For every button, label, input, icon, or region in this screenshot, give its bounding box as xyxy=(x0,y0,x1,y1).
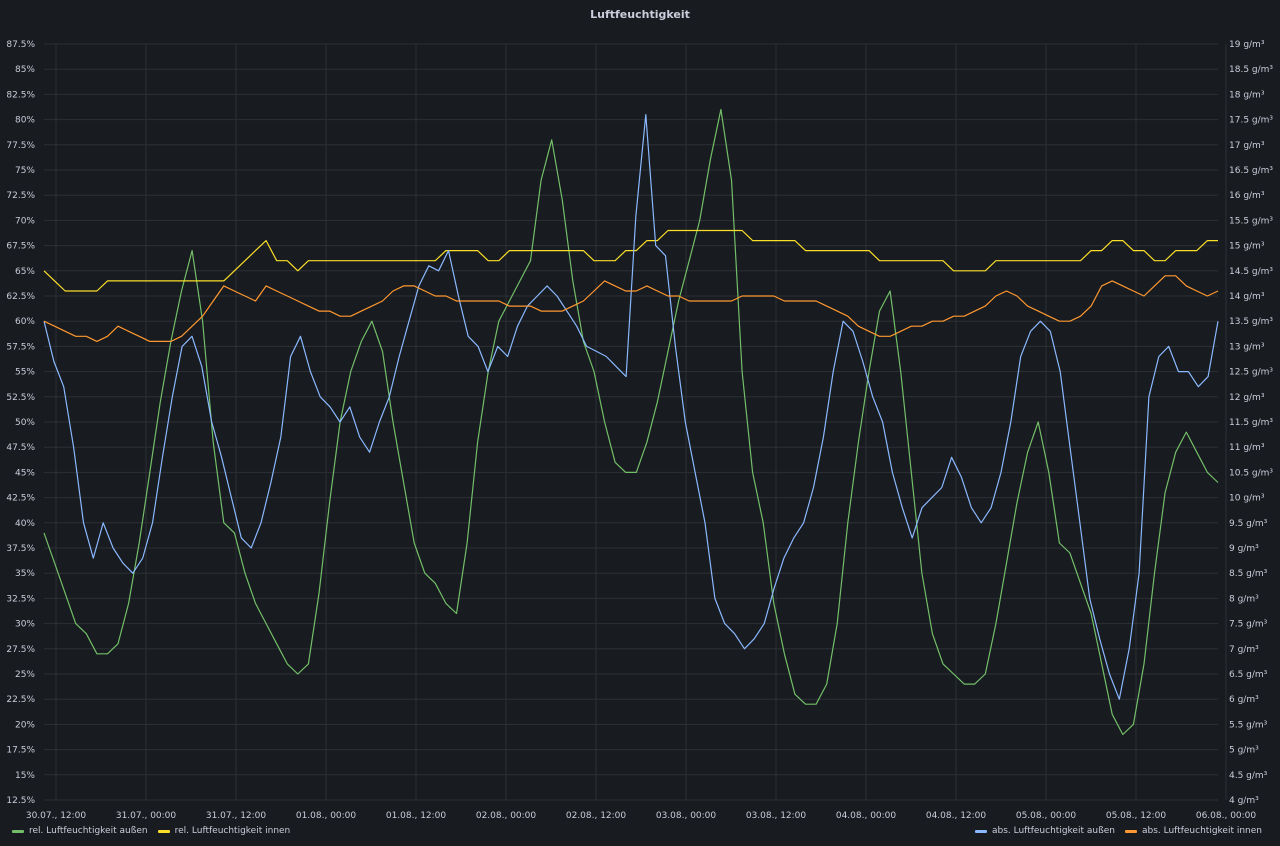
y-left-tick-label: 45% xyxy=(15,468,35,478)
y-right-tick-label: 10.5 g/m³ xyxy=(1229,468,1273,478)
series-line-2 xyxy=(43,114,1219,700)
y-left-tick-label: 65% xyxy=(15,267,35,277)
panel-title: Luftfeuchtigkeit xyxy=(590,8,690,21)
y-left-tick-label: 37.5% xyxy=(6,544,35,554)
y-right-tick-label: 18 g/m³ xyxy=(1229,90,1265,100)
y-left-tick-label: 50% xyxy=(15,418,35,428)
y-left-tick-label: 17.5% xyxy=(6,746,35,756)
y-right-tick-label: 4.5 g/m³ xyxy=(1229,771,1268,781)
legend-swatch xyxy=(157,829,170,833)
y-left-tick-label: 15% xyxy=(15,771,35,781)
y-right-tick-label: 14 g/m³ xyxy=(1229,292,1265,302)
y-left-tick-label: 70% xyxy=(15,216,35,226)
legend-swatch xyxy=(12,829,24,833)
y-left-tick-label: 22.5% xyxy=(6,695,35,705)
legend-item-abs-innen[interactable]: abs. Luftfeuchtigkeit innen xyxy=(1124,826,1262,836)
legend-right: abs. Luftfeuchtigkeit außen abs. Luftfeu… xyxy=(974,826,1262,836)
y-left-tick-label: 20% xyxy=(15,720,35,730)
y-left-tick-label: 12.5% xyxy=(6,796,35,806)
y-left-tick-label: 67.5% xyxy=(6,242,35,252)
legend-swatch xyxy=(1124,829,1137,833)
x-tick-label: 05.08., 00:00 xyxy=(1016,811,1077,821)
legend-swatch xyxy=(974,829,987,833)
x-tick-label: 02.08., 00:00 xyxy=(476,811,537,821)
y-right-tick-label: 6 g/m³ xyxy=(1229,695,1259,705)
y-left-tick-label: 72.5% xyxy=(6,191,35,201)
y-right-tick-label: 12.5 g/m³ xyxy=(1229,368,1273,378)
y-left-tick-label: 80% xyxy=(15,116,35,126)
y-right-tick-label: 17 g/m³ xyxy=(1229,141,1265,151)
y-left-tick-label: 87.5% xyxy=(6,40,35,50)
legend-label: abs. Luftfeuchtigkeit außen xyxy=(991,826,1115,836)
y-left-tick-label: 62.5% xyxy=(6,292,35,302)
y-right-tick-label: 10 g/m³ xyxy=(1229,494,1265,504)
y-right-tick-label: 5.5 g/m³ xyxy=(1229,720,1268,730)
y-right-tick-label: 11 g/m³ xyxy=(1229,443,1265,453)
y-left-tick-label: 77.5% xyxy=(6,141,35,151)
y-left-tick-label: 35% xyxy=(15,569,35,579)
y-right-tick-label: 8.5 g/m³ xyxy=(1229,569,1268,579)
y-right-tick-label: 6.5 g/m³ xyxy=(1229,670,1268,680)
y-right-tick-label: 12 g/m³ xyxy=(1229,393,1265,403)
legend-item-rel-aussen[interactable]: rel. Luftfeuchtigkeit außen xyxy=(12,826,148,836)
x-tick-label: 04.08., 12:00 xyxy=(926,811,987,821)
y-right-tick-label: 9 g/m³ xyxy=(1229,544,1259,554)
x-tick-label: 02.08., 12:00 xyxy=(566,811,627,821)
y-left-tick-label: 30% xyxy=(15,620,35,630)
y-right-tick-label: 9.5 g/m³ xyxy=(1229,519,1268,529)
y-left-tick-label: 60% xyxy=(15,317,35,327)
y-left-tick-label: 82.5% xyxy=(6,90,35,100)
legend-label: abs. Luftfeuchtigkeit innen xyxy=(1141,826,1262,836)
y-right-tick-label: 11.5 g/m³ xyxy=(1229,418,1273,428)
y-left-tick-label: 57.5% xyxy=(6,342,35,352)
x-tick-label: 05.08., 12:00 xyxy=(1106,811,1167,821)
y-left-tick-label: 42.5% xyxy=(6,494,35,504)
legend-label: rel. Luftfeuchtigkeit innen xyxy=(174,826,291,836)
legend-item-abs-aussen[interactable]: abs. Luftfeuchtigkeit außen xyxy=(974,826,1115,836)
series-line-1 xyxy=(43,229,1218,292)
y-right-tick-label: 17.5 g/m³ xyxy=(1229,116,1273,126)
y-right-tick-label: 7.5 g/m³ xyxy=(1229,620,1268,630)
y-left-tick-label: 55% xyxy=(15,368,35,378)
legend-label: rel. Luftfeuchtigkeit außen xyxy=(29,826,148,836)
legend-left: rel. Luftfeuchtigkeit außen rel. Luftfeu… xyxy=(12,826,290,836)
y-left-tick-label: 40% xyxy=(15,519,35,529)
y-right-tick-label: 4 g/m³ xyxy=(1229,796,1259,806)
series-line-0 xyxy=(43,108,1219,736)
y-right-tick-label: 8 g/m³ xyxy=(1229,594,1259,604)
series-line-3 xyxy=(43,275,1219,342)
y-right-tick-label: 19 g/m³ xyxy=(1229,40,1265,50)
y-right-tick-label: 16 g/m³ xyxy=(1229,191,1265,201)
y-right-tick-label: 16.5 g/m³ xyxy=(1229,166,1273,176)
y-right-tick-label: 5 g/m³ xyxy=(1229,746,1259,756)
y-left-tick-label: 85% xyxy=(15,65,35,75)
x-tick-label: 01.08., 00:00 xyxy=(296,811,357,821)
y-left-tick-label: 25% xyxy=(15,670,35,680)
x-tick-label: 06.08., 00:00 xyxy=(1196,811,1257,821)
legend-item-rel-innen[interactable]: rel. Luftfeuchtigkeit innen xyxy=(157,826,291,836)
x-tick-label: 03.08., 12:00 xyxy=(746,811,807,821)
y-right-tick-label: 18.5 g/m³ xyxy=(1229,65,1273,75)
y-right-tick-label: 15.5 g/m³ xyxy=(1229,216,1273,226)
x-tick-label: 03.08., 00:00 xyxy=(656,811,717,821)
x-tick-label: 04.08., 00:00 xyxy=(836,811,897,821)
x-tick-label: 30.07., 12:00 xyxy=(26,811,87,821)
x-tick-label: 31.07., 00:00 xyxy=(116,811,177,821)
x-tick-label: 31.07., 12:00 xyxy=(206,811,267,821)
y-right-tick-label: 15 g/m³ xyxy=(1229,242,1265,252)
y-left-tick-label: 52.5% xyxy=(6,393,35,403)
y-right-tick-label: 7 g/m³ xyxy=(1229,645,1259,655)
y-left-tick-label: 47.5% xyxy=(6,443,35,453)
y-left-tick-label: 27.5% xyxy=(6,645,35,655)
y-right-tick-label: 13.5 g/m³ xyxy=(1229,317,1273,327)
y-right-tick-label: 14.5 g/m³ xyxy=(1229,267,1273,277)
x-tick-label: 01.08., 12:00 xyxy=(386,811,447,821)
y-right-tick-label: 13 g/m³ xyxy=(1229,342,1265,352)
y-left-tick-label: 32.5% xyxy=(6,594,35,604)
y-left-tick-label: 75% xyxy=(15,166,35,176)
